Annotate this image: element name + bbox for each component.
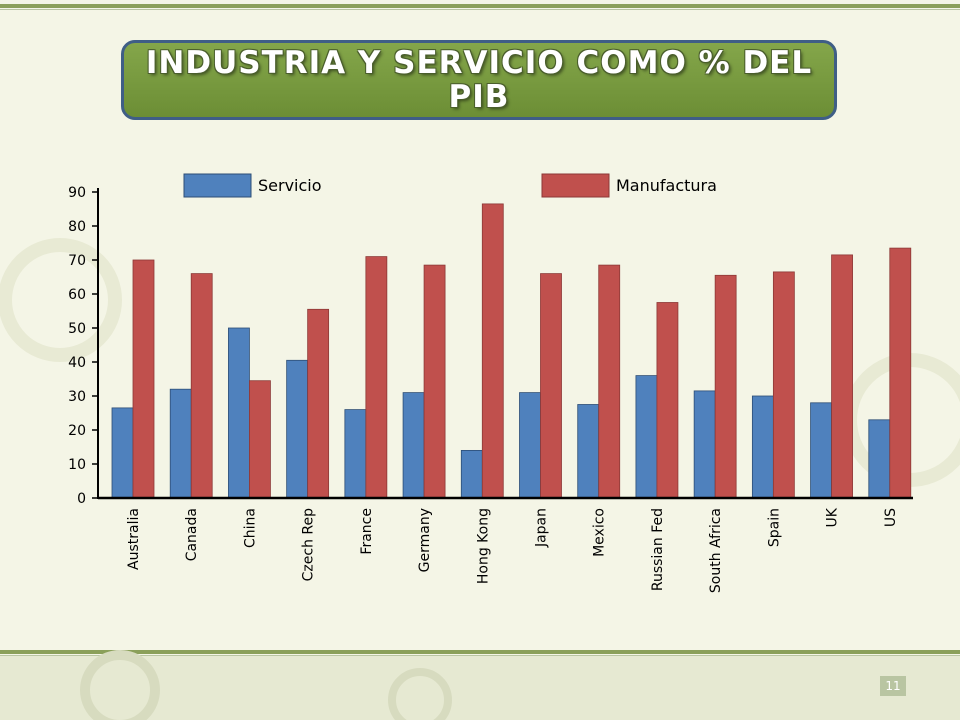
bar-servicio bbox=[402, 392, 425, 499]
y-axis: 0 10 20 30 40 50 60 70 80 90 bbox=[68, 185, 99, 507]
x-category-label: Spain bbox=[766, 508, 782, 547]
bar-servicio bbox=[228, 327, 250, 499]
bar-manufactura bbox=[772, 271, 795, 499]
x-category-label: Germany bbox=[417, 508, 433, 572]
y-tick-label: 90 bbox=[68, 185, 86, 201]
bar-servicio bbox=[635, 375, 658, 499]
y-tick-label: 60 bbox=[68, 287, 86, 303]
x-category-label: Australia bbox=[126, 508, 142, 570]
legend-swatch-servicio bbox=[183, 173, 252, 198]
bar-manufactura bbox=[540, 273, 562, 499]
bar-servicio bbox=[519, 392, 541, 499]
bar-manufactura bbox=[249, 380, 271, 499]
y-tick-label: 10 bbox=[68, 457, 86, 473]
bar-manufactura bbox=[190, 273, 213, 499]
y-tick-label: 30 bbox=[68, 389, 86, 405]
bar-servicio bbox=[344, 409, 367, 499]
bar-servicio bbox=[810, 402, 832, 499]
x-axis: Australia Canada China Czech Rep France Germa… bbox=[98, 496, 913, 593]
bar-manufactura bbox=[307, 308, 330, 499]
chart-bars bbox=[111, 203, 912, 499]
title-banner: INDUSTRIA Y SERVICIO COMO % DEL PIB bbox=[121, 40, 837, 120]
chart-legend: Servicio Manufactura bbox=[183, 173, 717, 198]
x-category-label: Japan bbox=[534, 508, 550, 548]
legend-swatch-manufactura bbox=[541, 173, 610, 198]
bar-servicio bbox=[868, 419, 891, 499]
y-tick-label: 50 bbox=[68, 321, 86, 337]
bar-servicio bbox=[111, 407, 134, 499]
x-category-label: Hong Kong bbox=[475, 508, 491, 584]
bar-manufactura bbox=[656, 302, 679, 499]
bar-manufactura bbox=[831, 254, 853, 499]
y-tick-label: 80 bbox=[68, 219, 86, 235]
bar-servicio bbox=[286, 359, 309, 499]
y-tick-label: 70 bbox=[68, 253, 86, 269]
x-category-label: UK bbox=[825, 507, 841, 527]
x-category-label: US bbox=[883, 508, 899, 527]
bar-manufactura bbox=[481, 203, 504, 499]
bar-servicio bbox=[751, 395, 774, 499]
x-category-label: Russian Fed bbox=[650, 508, 666, 591]
x-category-label: Canada bbox=[184, 508, 200, 561]
y-tick-label: 20 bbox=[68, 423, 86, 439]
bar-manufactura bbox=[598, 264, 621, 499]
x-category-label: China bbox=[242, 508, 258, 548]
bar-manufactura bbox=[132, 259, 155, 499]
y-tick-label: 0 bbox=[77, 491, 86, 507]
legend-label: Servicio bbox=[258, 176, 322, 195]
bar-manufactura bbox=[423, 264, 446, 499]
bar-manufactura bbox=[714, 274, 737, 499]
x-category-label: Mexico bbox=[592, 508, 608, 557]
bar-manufactura bbox=[889, 247, 912, 499]
bar-servicio bbox=[169, 388, 192, 499]
bar-servicio bbox=[460, 449, 483, 499]
x-category-label: Czech Rep bbox=[301, 508, 317, 581]
x-category-label: South Africa bbox=[708, 508, 724, 593]
slide-number: 11 bbox=[880, 676, 906, 696]
y-tick-label: 40 bbox=[68, 355, 86, 371]
bar-servicio bbox=[577, 404, 600, 499]
legend-label: Manufactura bbox=[616, 176, 717, 195]
bar-servicio bbox=[693, 390, 716, 499]
slide-title: INDUSTRIA Y SERVICIO COMO % DEL PIB bbox=[145, 45, 813, 115]
bar-manufactura bbox=[365, 256, 388, 499]
x-category-label: France bbox=[359, 508, 375, 555]
